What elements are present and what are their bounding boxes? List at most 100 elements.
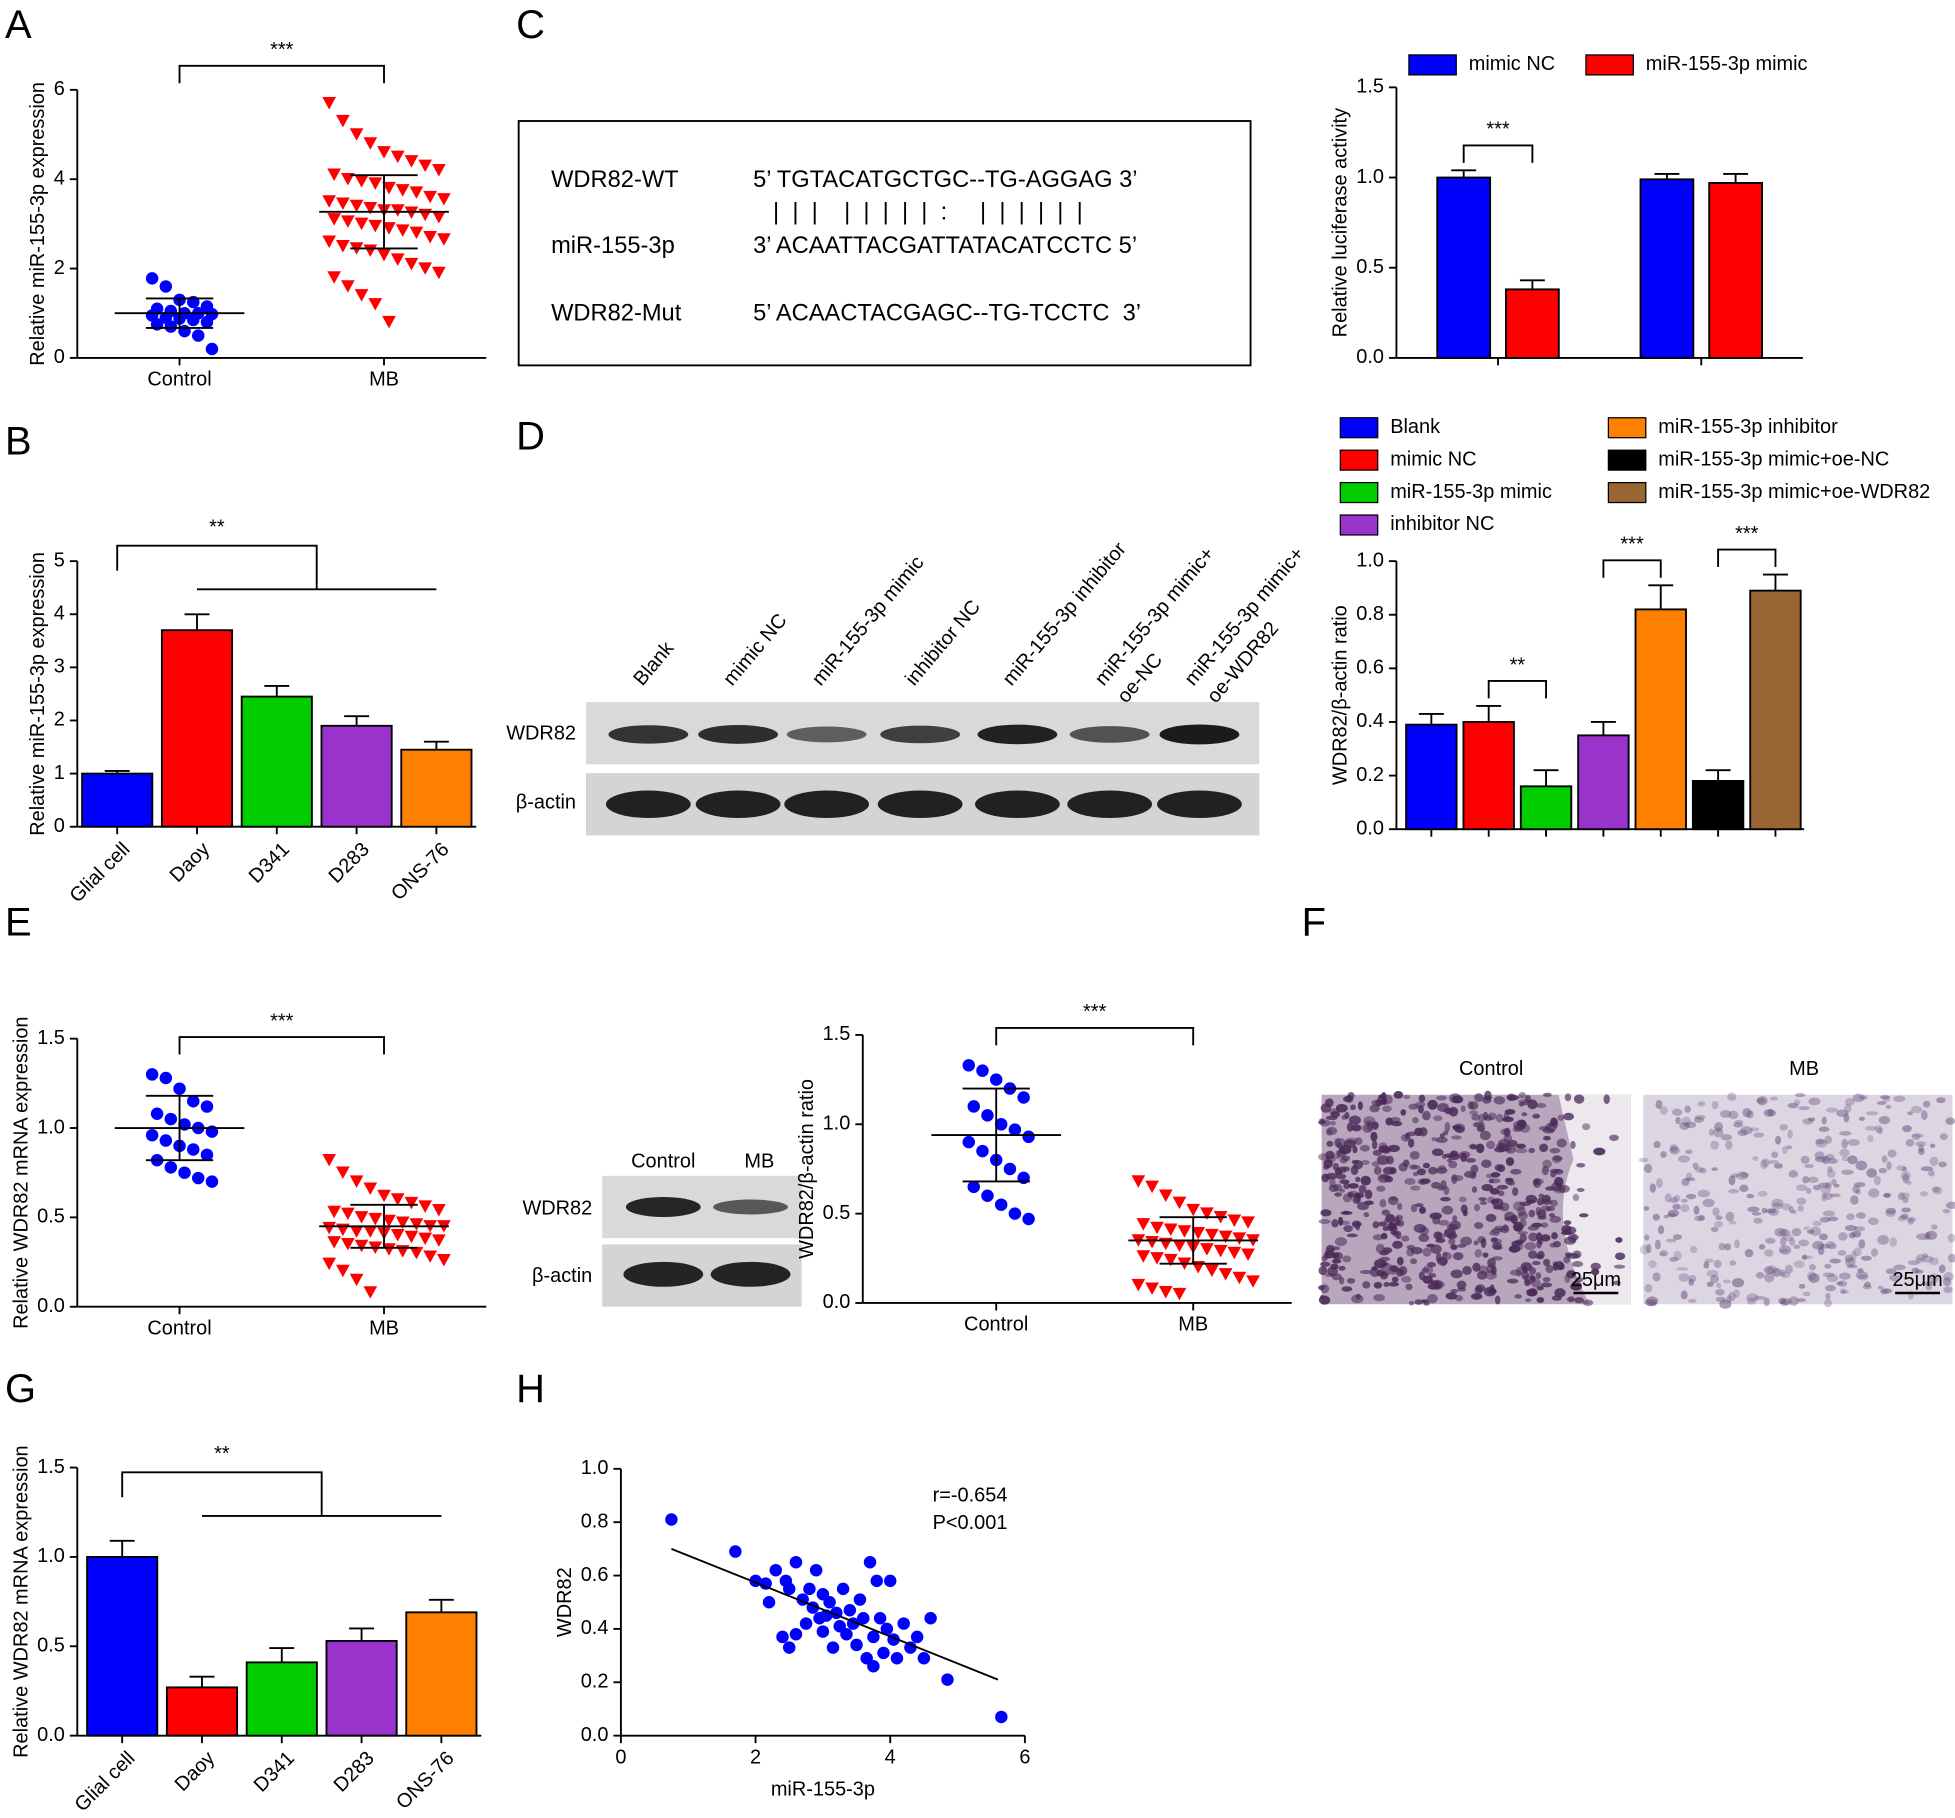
- cell: [1431, 1148, 1444, 1157]
- legend-label: Blank: [1390, 416, 1440, 438]
- cell: [1746, 1110, 1754, 1119]
- cell: [1412, 1171, 1419, 1177]
- point: [423, 1250, 438, 1263]
- cell: [1325, 1150, 1335, 1160]
- cell: [1576, 1187, 1585, 1193]
- point: [1205, 1228, 1219, 1242]
- cell: [1744, 1248, 1754, 1258]
- cell: [1715, 1215, 1723, 1221]
- y-tick-label: 0.8: [1356, 603, 1384, 625]
- point: [1163, 1253, 1178, 1267]
- cell: [1427, 1099, 1438, 1110]
- cell: [1694, 1215, 1705, 1222]
- sequence: 5’ ACAACTACGAGC--TG-TCCTC 3’: [753, 301, 1141, 327]
- error-bar: [1590, 721, 1616, 736]
- point: [1003, 1162, 1017, 1176]
- cell: [1483, 1286, 1497, 1297]
- cell: [1346, 1233, 1358, 1238]
- cell: [1408, 1300, 1415, 1306]
- point: [390, 1193, 405, 1206]
- cell: [1827, 1216, 1839, 1222]
- cell: [1355, 1176, 1361, 1183]
- point: [437, 193, 451, 206]
- cell: [1564, 1226, 1577, 1235]
- cell: [1680, 1204, 1690, 1213]
- cell: [1576, 1162, 1586, 1168]
- point: [989, 1073, 1003, 1086]
- point: [843, 1603, 857, 1617]
- point: [1218, 1230, 1233, 1244]
- cell: [1419, 1206, 1426, 1214]
- cell: [1533, 1179, 1539, 1186]
- legend-label: miR-155-3p mimic+oe-NC: [1658, 448, 1889, 470]
- cell: [1864, 1281, 1871, 1288]
- cell: [1518, 1091, 1526, 1099]
- cell: [1347, 1191, 1354, 1199]
- cell: [1422, 1110, 1431, 1121]
- point: [789, 1555, 803, 1569]
- bar: [1708, 182, 1763, 359]
- cell: [1451, 1135, 1462, 1140]
- cell: [1549, 1199, 1558, 1207]
- cell: [1410, 1258, 1418, 1265]
- point: [187, 313, 200, 327]
- cell: [1749, 1127, 1760, 1132]
- point: [409, 226, 424, 240]
- cell: [1742, 1107, 1752, 1118]
- point: [1172, 1239, 1187, 1253]
- cell: [1371, 1266, 1378, 1271]
- cell: [1880, 1095, 1891, 1100]
- y-tick-label: 0.8: [581, 1510, 609, 1532]
- cell: [1853, 1247, 1862, 1257]
- cell: [1345, 1137, 1358, 1144]
- cell: [1783, 1234, 1794, 1242]
- point: [1172, 1287, 1187, 1301]
- cell: [1357, 1101, 1363, 1111]
- cell: [1427, 1293, 1438, 1304]
- cell: [1798, 1283, 1806, 1289]
- point: [404, 1230, 419, 1244]
- cell: [1916, 1233, 1929, 1241]
- significance-bracket: [1487, 680, 1547, 699]
- legend-swatch: [1339, 417, 1379, 439]
- point: [363, 244, 378, 257]
- blot-row-label: WDR82: [522, 1198, 592, 1220]
- cell: [1862, 1284, 1872, 1290]
- cell: [1906, 1180, 1912, 1186]
- cell: [1728, 1188, 1739, 1194]
- blot-band: [975, 790, 1060, 818]
- blot-band: [695, 790, 781, 818]
- point: [857, 1612, 870, 1625]
- point: [994, 1118, 1008, 1131]
- cell: [1486, 1264, 1495, 1274]
- cell: [1902, 1173, 1910, 1184]
- y-tick-label: 0: [54, 346, 65, 368]
- cell: [1673, 1194, 1681, 1202]
- cell: [1877, 1234, 1889, 1245]
- cell: [1765, 1208, 1777, 1214]
- cell: [1532, 1113, 1541, 1119]
- point: [327, 168, 342, 181]
- cell: [1427, 1280, 1440, 1285]
- cell: [1728, 1110, 1739, 1120]
- cell: [1819, 1233, 1829, 1241]
- cell: [1681, 1178, 1690, 1187]
- cell: [1378, 1094, 1385, 1099]
- cell: [1821, 1116, 1827, 1125]
- cell: [1727, 1092, 1737, 1101]
- point: [1136, 1218, 1151, 1231]
- y-tick-label: 1.5: [1356, 76, 1384, 98]
- blot-band: [1067, 790, 1153, 818]
- cell: [1847, 1139, 1860, 1146]
- cell: [1346, 1122, 1354, 1132]
- cell: [1861, 1255, 1872, 1261]
- cell: [1866, 1168, 1878, 1178]
- point: [205, 1175, 219, 1188]
- cell: [1405, 1283, 1413, 1291]
- point: [390, 204, 405, 217]
- significance-bracket: [1602, 559, 1662, 578]
- cell: [1769, 1096, 1778, 1101]
- cell: [1649, 1183, 1656, 1193]
- cell: [1372, 1149, 1382, 1157]
- cell: [1318, 1219, 1331, 1224]
